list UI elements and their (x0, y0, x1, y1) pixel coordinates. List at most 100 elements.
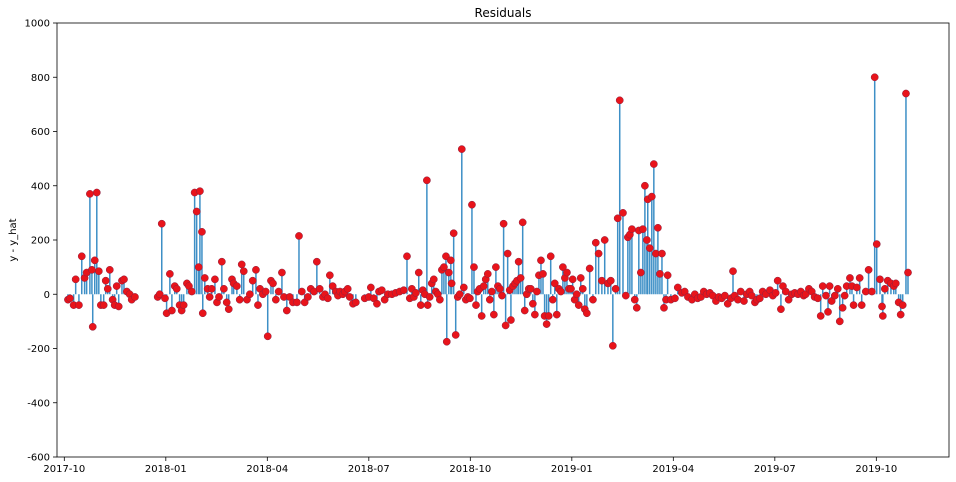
marker (528, 299, 537, 308)
y-tick-label: -200 (27, 344, 50, 355)
marker (101, 276, 110, 285)
y-tick-label: 1000 (25, 19, 50, 30)
marker (649, 160, 658, 168)
marker (449, 229, 458, 238)
marker (77, 252, 86, 261)
marker (654, 223, 662, 232)
marker (92, 188, 101, 197)
marker (211, 275, 219, 284)
marker (429, 275, 438, 284)
marker (501, 321, 510, 330)
marker (254, 301, 262, 309)
marker (747, 291, 756, 300)
marker (613, 214, 622, 223)
marker (729, 267, 737, 276)
marker (857, 301, 866, 309)
marker (777, 305, 785, 314)
marker (740, 297, 748, 305)
marker (198, 309, 207, 318)
marker (824, 308, 832, 316)
marker (615, 96, 624, 105)
marker (261, 287, 270, 296)
marker (217, 257, 226, 266)
marker (636, 268, 645, 277)
marker (878, 312, 887, 320)
marker (295, 232, 303, 240)
y-tick-label: -600 (27, 453, 50, 464)
marker (166, 270, 174, 278)
marker (878, 302, 886, 311)
y-tick-label: 0 (44, 290, 50, 301)
y-tick-label: 400 (31, 181, 50, 192)
marker (568, 275, 577, 284)
marker (563, 268, 571, 277)
marker (755, 294, 764, 303)
marker (269, 279, 277, 288)
marker (621, 291, 630, 300)
marker (656, 270, 664, 278)
marker (444, 268, 453, 277)
marker (235, 295, 244, 304)
x-tick-label: 2019-10 (855, 464, 897, 475)
marker (479, 282, 488, 290)
marker (833, 284, 842, 293)
marker (447, 279, 456, 288)
marker (606, 276, 615, 285)
marker (487, 287, 496, 296)
marker (600, 236, 609, 244)
marker (503, 249, 512, 258)
marker (172, 284, 181, 293)
marker (88, 322, 97, 331)
marker (403, 252, 411, 261)
marker (868, 287, 876, 296)
marker (891, 279, 900, 288)
marker (194, 263, 203, 271)
marker (187, 287, 196, 296)
marker (351, 298, 360, 307)
marker (192, 207, 201, 216)
marker (131, 293, 139, 301)
y-tick-label: 200 (31, 236, 50, 247)
marker (872, 240, 881, 248)
marker (671, 294, 679, 303)
marker (572, 290, 581, 299)
marker (643, 236, 651, 244)
marker (585, 264, 594, 273)
marker (514, 257, 523, 266)
marker (483, 270, 492, 278)
marker (589, 295, 597, 304)
marker (516, 274, 525, 282)
marker (222, 298, 231, 307)
marker (825, 282, 834, 290)
marker (542, 320, 551, 328)
marker (442, 337, 451, 346)
marker (436, 295, 444, 304)
marker (75, 301, 83, 309)
marker (852, 283, 861, 292)
x-tick-label: 2017-10 (43, 464, 85, 475)
marker (904, 268, 912, 277)
marker (896, 310, 905, 319)
marker (567, 284, 575, 293)
marker (343, 284, 352, 293)
marker (864, 265, 873, 274)
marker (457, 145, 466, 153)
marker (179, 301, 188, 309)
marker (414, 268, 423, 277)
marker (771, 289, 780, 297)
marker (86, 190, 94, 198)
marker (608, 341, 617, 350)
marker (468, 200, 476, 209)
marker (205, 293, 214, 301)
marker (325, 271, 334, 280)
marker (455, 290, 464, 299)
marker (271, 295, 280, 304)
marker (645, 244, 654, 252)
marker (220, 284, 228, 293)
marker (200, 274, 209, 282)
marker (485, 295, 494, 304)
marker (312, 257, 321, 266)
marker (594, 249, 603, 258)
